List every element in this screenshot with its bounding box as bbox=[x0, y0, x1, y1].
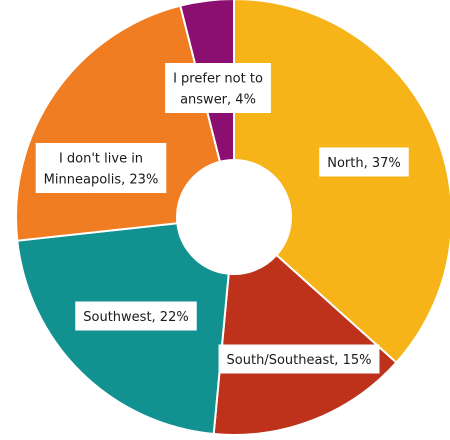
data-label-box-prefer-not-to-answer bbox=[165, 63, 271, 113]
data-label-box-north bbox=[319, 147, 409, 177]
labels-group: North, 37% South/Southeast, 15% Southwest,… bbox=[35, 63, 409, 374]
data-label-text-prefer-not-to-answer-line2: answer, 4% bbox=[180, 93, 256, 108]
data-label-text-southwest: Southwest, 22% bbox=[83, 310, 188, 325]
data-label-prefer-not-to-answer: I prefer not to answer, 4% bbox=[165, 63, 271, 113]
data-label-south-southeast: South/Southeast, 15% bbox=[218, 344, 380, 374]
data-label-text-outside-minneapolis-line2: Minneapolis, 23% bbox=[44, 173, 159, 188]
data-label-text-outside-minneapolis-line1: I don't live in bbox=[59, 152, 143, 167]
data-label-box-south-southeast bbox=[218, 344, 380, 374]
data-label-text-north: North, 37% bbox=[327, 156, 401, 171]
data-label-text-south-southeast: South/Southeast, 15% bbox=[227, 353, 372, 368]
slice-north bbox=[233, 0, 450, 364]
data-label-box-southwest bbox=[75, 301, 197, 331]
data-label-box-outside-minneapolis bbox=[35, 143, 167, 193]
data-label-outside-minneapolis: I don't live in Minneapolis, 23% bbox=[35, 143, 167, 193]
data-label-north: North, 37% bbox=[319, 147, 409, 177]
data-label-southwest: Southwest, 22% bbox=[75, 301, 197, 331]
data-label-text-prefer-not-to-answer-line1: I prefer not to bbox=[173, 72, 263, 87]
